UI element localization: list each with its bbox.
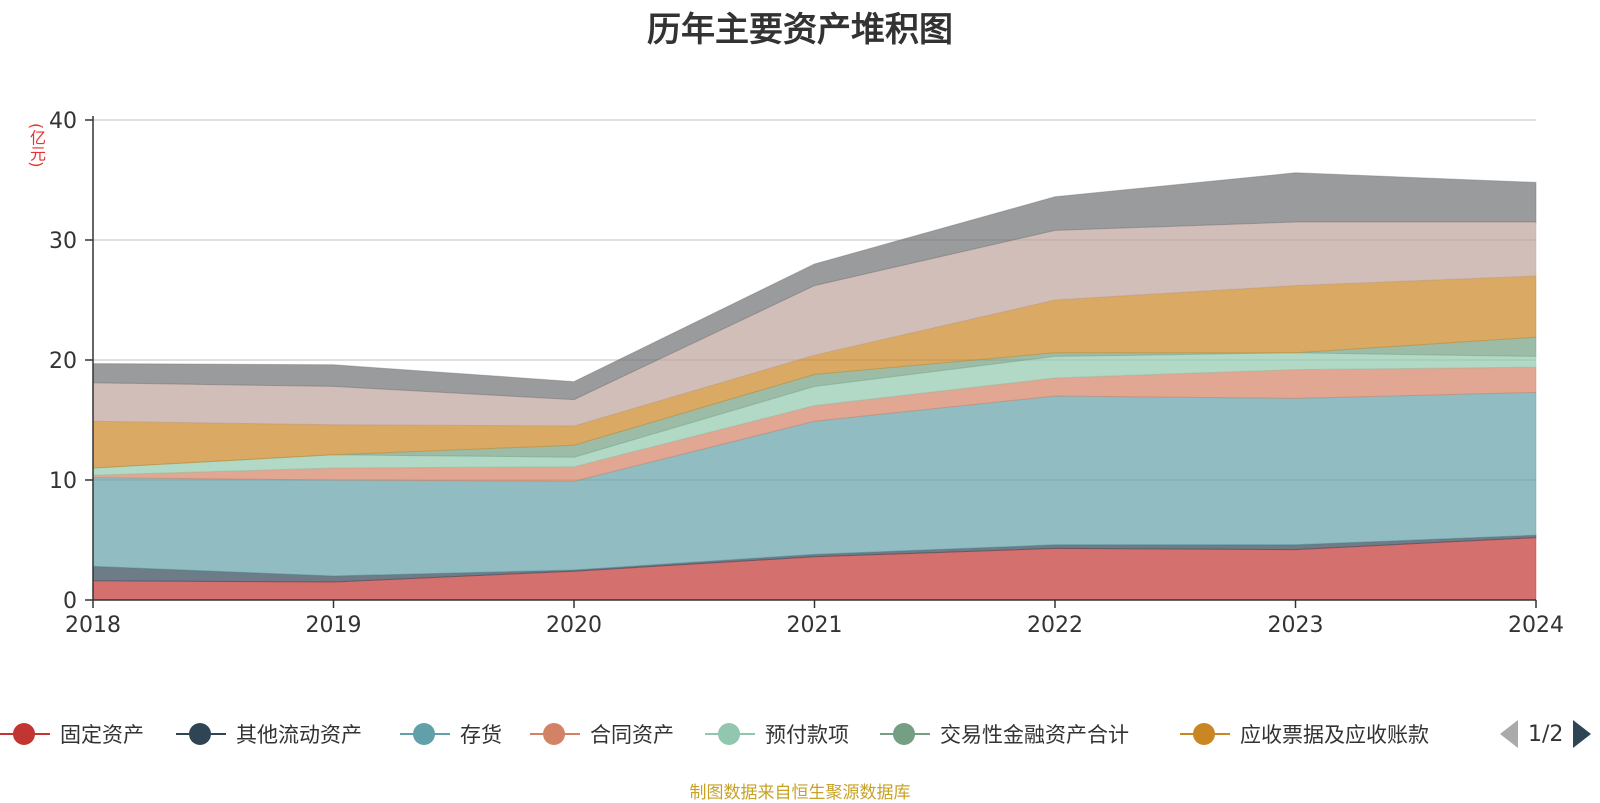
legend: 固定资产 其他流动资产 存货 合同资产 预付款项 交易性金融资产合计 应收票据及应收账款 <box>0 714 1600 754</box>
legend-label: 固定资产 <box>60 723 144 747</box>
legend-item[interactable]: 存货 <box>400 714 502 754</box>
area-series-8[interactable] <box>92 172 1537 401</box>
x-tick-label: 2021 <box>787 613 843 638</box>
x-tick-label: 2018 <box>65 613 121 638</box>
legend-marker-icon <box>880 714 930 754</box>
chart-title: 历年主要资产堆积图 <box>647 10 953 50</box>
legend-label: 交易性金融资产合计 <box>940 723 1129 747</box>
legend-label: 预付款项 <box>765 723 849 747</box>
area-layer <box>92 172 1537 601</box>
area-series-7[interactable] <box>92 221 1537 427</box>
x-tick-label: 2024 <box>1508 613 1564 638</box>
source-note: 制图数据来自恒生聚源数据库 <box>689 783 911 803</box>
legend-label: 其他流动资产 <box>236 723 362 747</box>
legend-item[interactable]: 交易性金融资产合计 <box>880 714 1129 754</box>
y-tick-label: 30 <box>49 229 77 254</box>
x-tick-label: 2019 <box>306 613 362 638</box>
x-tick-label: 2022 <box>1027 613 1083 638</box>
legend-item[interactable]: 固定资产 <box>0 714 144 754</box>
legend-label: 合同资产 <box>590 723 674 747</box>
y-axis-unit: (亿元) <box>27 122 46 168</box>
area-series-3[interactable] <box>92 366 1537 482</box>
area-series-4[interactable] <box>92 352 1537 476</box>
legend-item[interactable]: 其他流动资产 <box>176 714 362 754</box>
x-tick-label: 2020 <box>546 613 602 638</box>
y-tick-label: 0 <box>63 589 77 614</box>
legend-marker-icon <box>400 714 450 754</box>
legend-label: 应收票据及应收账款 <box>1240 723 1429 747</box>
legend-next-page-icon[interactable] <box>1573 720 1592 748</box>
axis-layer: 0 10 20 30 40 2018 2019 2020 2021 2022 2023 2024 <box>49 109 1564 638</box>
y-tick-label: 40 <box>49 109 77 134</box>
legend-prev-page-icon[interactable] <box>1500 720 1518 748</box>
legend-marker-icon <box>1180 714 1230 754</box>
legend-item[interactable]: 应收票据及应收账款 <box>1180 714 1429 754</box>
legend-marker-icon <box>176 714 226 754</box>
area-series-2[interactable] <box>92 391 1537 577</box>
legend-item[interactable]: 预付款项 <box>705 714 849 754</box>
x-tick-label: 2023 <box>1268 613 1324 638</box>
legend-page-indicator: 1/2 <box>1528 721 1564 747</box>
legend-label: 存货 <box>460 723 502 747</box>
legend-marker-icon <box>705 714 755 754</box>
y-tick-label: 10 <box>49 469 77 494</box>
legend-item[interactable]: 合同资产 <box>530 714 674 754</box>
legend-marker-icon <box>530 714 580 754</box>
y-tick-label: 20 <box>49 349 77 374</box>
legend-pager: 1/2 <box>1500 716 1592 752</box>
legend-marker-icon <box>0 714 50 754</box>
